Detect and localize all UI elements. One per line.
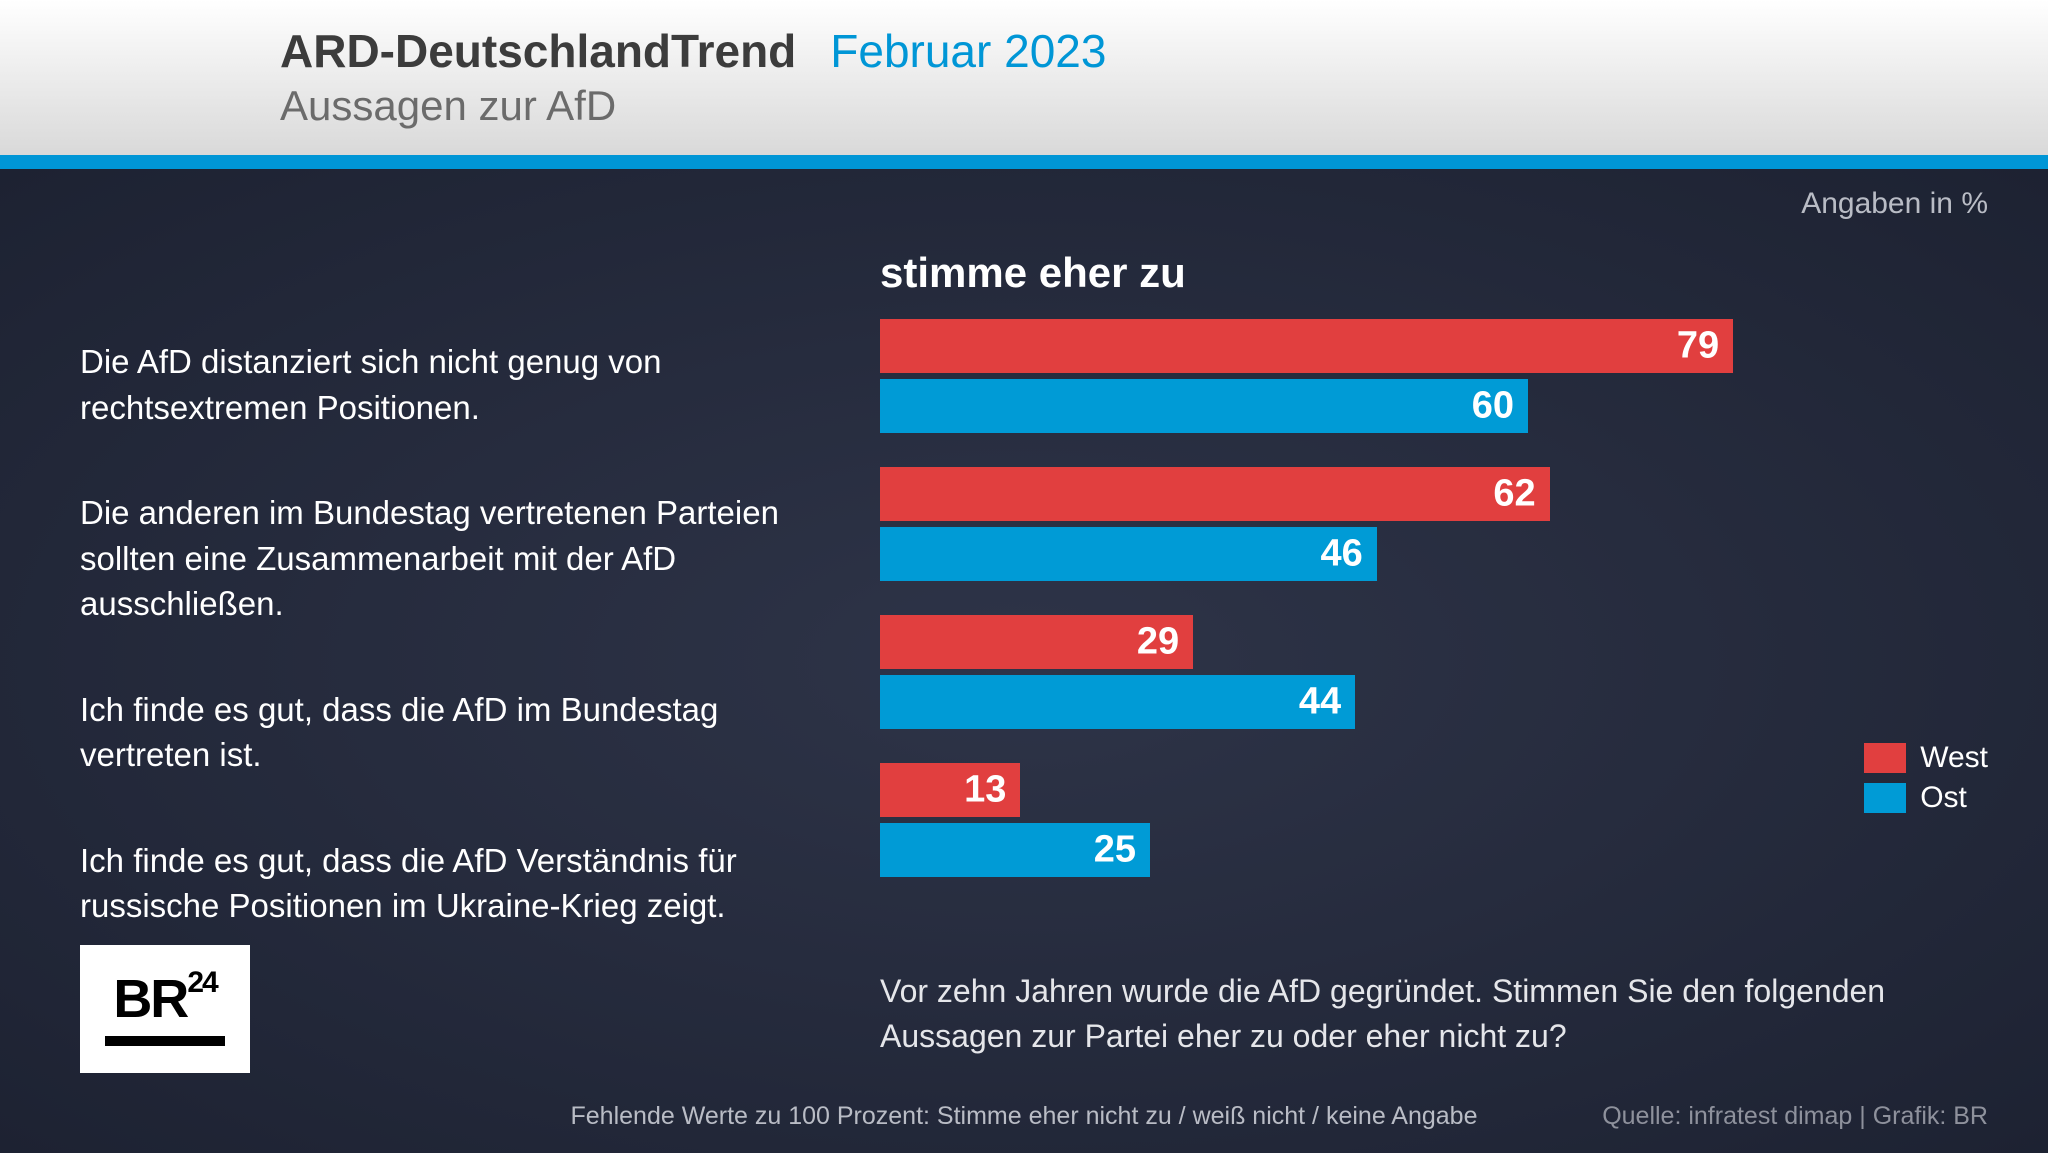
source-attribution: Quelle: infratest dimap | Grafik: BR bbox=[1602, 1102, 1988, 1131]
bar-group: 13 25 bbox=[880, 763, 1960, 877]
header: ARD-DeutschlandTrend Februar 2023 Aussag… bbox=[0, 0, 2048, 155]
survey-question: Vor zehn Jahren wurde die AfD gegründet.… bbox=[880, 969, 1910, 1059]
bar-row-ost: 25 bbox=[880, 823, 1960, 877]
chart-area: stimme eher zu 79 60 62 46 29 44 13 25 bbox=[880, 249, 1960, 911]
bar-row-ost: 44 bbox=[880, 675, 1960, 729]
bar-ost bbox=[880, 675, 1355, 729]
bar-value-label: 79 bbox=[1677, 325, 1719, 368]
bar-row-west: 29 bbox=[880, 615, 1960, 669]
statement-text: Die anderen im Bundestag vertretenen Par… bbox=[80, 490, 820, 627]
legend-item-west: West bbox=[1864, 741, 1988, 775]
header-date: Februar 2023 bbox=[830, 24, 1106, 78]
bar-value-label: 25 bbox=[1094, 829, 1136, 872]
logo-underline bbox=[105, 1036, 225, 1046]
header-title: ARD-DeutschlandTrend bbox=[280, 24, 796, 78]
statement-text: Ich finde es gut, dass die AfD Verständn… bbox=[80, 838, 820, 929]
chart-title: stimme eher zu bbox=[880, 249, 1960, 297]
bar-west bbox=[880, 467, 1550, 521]
bar-value-label: 46 bbox=[1321, 533, 1363, 576]
bar-row-west: 79 bbox=[880, 319, 1960, 373]
bar-ost bbox=[880, 527, 1377, 581]
bar-value-label: 29 bbox=[1137, 621, 1179, 664]
bars-container: 79 60 62 46 29 44 13 25 bbox=[880, 319, 1960, 877]
bar-value-label: 60 bbox=[1472, 385, 1514, 428]
bar-west bbox=[880, 319, 1733, 373]
bar-group: 79 60 bbox=[880, 319, 1960, 433]
statement-text: Ich finde es gut, dass die AfD im Bundes… bbox=[80, 687, 820, 778]
bar-row-ost: 60 bbox=[880, 379, 1960, 433]
legend-swatch-west bbox=[1864, 743, 1906, 773]
bar-row-ost: 46 bbox=[880, 527, 1960, 581]
statements-column: Die AfD distanziert sich nicht genug von… bbox=[80, 339, 820, 929]
logo-text: BR24 bbox=[113, 972, 216, 1026]
legend-swatch-ost bbox=[1864, 783, 1906, 813]
br24-logo: BR24 bbox=[80, 945, 250, 1073]
bar-ost bbox=[880, 379, 1528, 433]
bar-group: 62 46 bbox=[880, 467, 1960, 581]
footnote: Fehlende Werte zu 100 Prozent: Stimme eh… bbox=[571, 1102, 1478, 1131]
bar-row-west: 62 bbox=[880, 467, 1960, 521]
bar-value-label: 13 bbox=[964, 769, 1006, 812]
main-panel: Angaben in % Die AfD distanziert sich ni… bbox=[0, 169, 2048, 1153]
legend-label-west: West bbox=[1920, 741, 1988, 775]
legend: West Ost bbox=[1864, 741, 1988, 821]
bar-value-label: 44 bbox=[1299, 681, 1341, 724]
accent-bar bbox=[0, 155, 2048, 169]
bar-row-west: 13 bbox=[880, 763, 1960, 817]
legend-label-ost: Ost bbox=[1920, 781, 1967, 815]
header-subtitle: Aussagen zur AfD bbox=[280, 82, 2048, 130]
bar-group: 29 44 bbox=[880, 615, 1960, 729]
unit-label: Angaben in % bbox=[1801, 187, 1988, 221]
bar-value-label: 62 bbox=[1493, 473, 1535, 516]
statement-text: Die AfD distanziert sich nicht genug von… bbox=[80, 339, 820, 430]
legend-item-ost: Ost bbox=[1864, 781, 1988, 815]
